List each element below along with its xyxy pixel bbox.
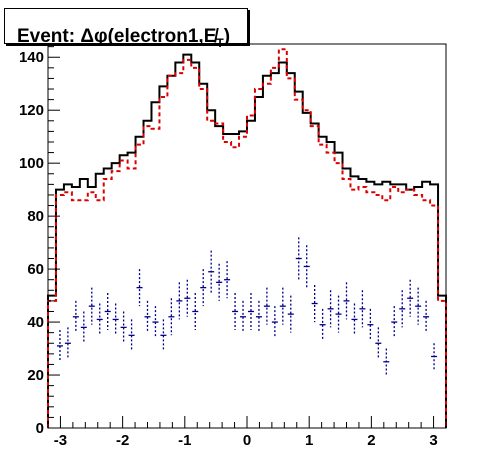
x-tick-label: -3 [54,432,67,449]
chart-title-box: Event: Δφ(electron1,E̸T) [4,8,248,50]
x-tick-label: -1 [178,432,191,449]
x-tick-label: -2 [116,432,129,449]
y-tick-label: 140 [19,49,44,66]
series-solid [47,53,447,428]
y-tick-label: 0 [36,420,44,437]
series-points [56,237,438,376]
y-tick-label: 20 [27,367,44,384]
title-close: ) [223,26,231,47]
y-tick-label: 40 [27,314,44,331]
histogram-line [47,48,447,428]
title-met: E̸ [203,26,217,47]
title-phi: Δφ(electron1, [80,26,204,47]
series-dashed [47,48,447,428]
title-sub: T [216,35,224,50]
y-tick-label: 80 [27,208,44,225]
y-tick-label: 100 [19,155,44,172]
x-tick-label: 2 [367,432,375,449]
chart-title: Event: Δφ(electron1,E̸T) [17,26,230,50]
x-tick-label: 3 [429,432,437,449]
y-tick-label: 60 [27,261,44,278]
histogram-line [47,53,447,428]
title-prefix: Event: [17,26,81,47]
y-tick-label: 120 [19,102,44,119]
x-tick-label: 1 [305,432,313,449]
x-tick-label: 0 [243,432,251,449]
axis-layer: -3 -2 -1 0 1 2 3 0 20 40 60 80 100 120 140 [19,46,447,449]
series-layer [47,48,447,428]
